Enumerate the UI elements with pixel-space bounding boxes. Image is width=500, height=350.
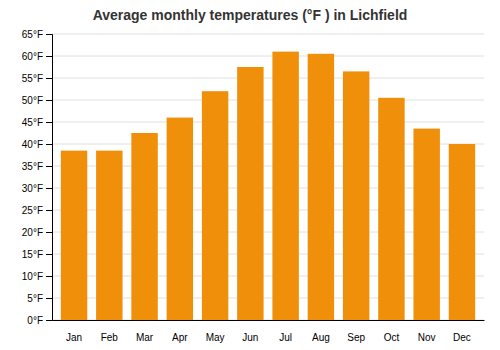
tick-label: Apr xyxy=(172,332,188,343)
tick-label: 0°F xyxy=(27,315,43,326)
tick: 45°F xyxy=(22,117,52,128)
tick: Jul xyxy=(279,332,292,343)
x-axis: Jan Feb Mar Apr May Jun Jul Aug Sep Oct Nov Dec xyxy=(53,321,485,344)
tick: 35°F xyxy=(22,161,52,172)
tick: 65°F xyxy=(22,29,52,40)
plot: 0°F 5°F 10°F 15°F 20°F 25°F 30°F 35°F 40°F 45°F 50… xyxy=(22,29,485,343)
tick-label: 40°F xyxy=(22,139,43,150)
grid-line xyxy=(52,122,484,123)
tick-label: Dec xyxy=(453,332,471,343)
bar xyxy=(449,144,475,320)
tick-mark xyxy=(46,56,52,57)
tick-label: 60°F xyxy=(22,51,43,62)
tick: 30°F xyxy=(22,183,52,194)
tick: Dec xyxy=(453,332,471,343)
grid-line xyxy=(52,34,484,35)
axis-line xyxy=(53,320,485,321)
tick-label: Jan xyxy=(66,332,82,343)
axis-line xyxy=(46,35,53,321)
tick-mark xyxy=(46,166,52,167)
tick: 10°F xyxy=(22,271,52,282)
bar xyxy=(96,151,122,320)
tick-label: 25°F xyxy=(22,205,43,216)
tick: 0°F xyxy=(27,315,52,326)
bar xyxy=(308,54,334,320)
tick-mark xyxy=(46,78,52,79)
tick: 50°F xyxy=(22,95,52,106)
tick-label: 50°F xyxy=(22,95,43,106)
tick-mark xyxy=(46,210,52,211)
tick: Mar xyxy=(136,332,154,343)
tick: 20°F xyxy=(22,227,52,238)
tick-label: 10°F xyxy=(22,271,43,282)
tick: May xyxy=(206,332,225,343)
tick: Jun xyxy=(242,332,258,343)
tick-label: Aug xyxy=(312,332,330,343)
grid-line xyxy=(52,78,484,79)
grid-line xyxy=(52,56,484,57)
chart: Average monthly temperatures (°F ) in Li… xyxy=(0,0,500,350)
tick-mark xyxy=(46,144,52,145)
bar xyxy=(167,118,193,320)
tick: Aug xyxy=(312,332,330,343)
grid-line xyxy=(52,100,484,101)
tick: Apr xyxy=(172,332,188,343)
tick-label: Jul xyxy=(279,332,292,343)
tick: 60°F xyxy=(22,51,52,62)
title: Average monthly temperatures (°F ) in Li… xyxy=(93,7,408,23)
bar xyxy=(202,91,228,320)
tick: Nov xyxy=(418,332,436,343)
tick-label: Feb xyxy=(101,332,119,343)
bar xyxy=(131,133,157,320)
tick-label: 20°F xyxy=(22,227,43,238)
tick-mark xyxy=(46,232,52,233)
tick-mark xyxy=(46,276,52,277)
tick-label: 15°F xyxy=(22,249,43,260)
y-axis: 0°F 5°F 10°F 15°F 20°F 25°F 30°F 35°F 40°F 45°F 50… xyxy=(22,29,53,326)
tick-label: Nov xyxy=(418,332,436,343)
tick-label: Jun xyxy=(242,332,258,343)
tick-label: 55°F xyxy=(22,73,43,84)
tick-label: 5°F xyxy=(27,293,43,304)
tick-label: May xyxy=(206,332,225,343)
tick-mark xyxy=(46,254,52,255)
tick: 40°F xyxy=(22,139,52,150)
tick-label: 45°F xyxy=(22,117,43,128)
tick-label: Sep xyxy=(347,332,365,343)
bars xyxy=(61,52,475,320)
tick: Feb xyxy=(101,332,119,343)
bar xyxy=(378,98,404,320)
tick-label: Oct xyxy=(384,332,400,343)
tick: Oct xyxy=(384,332,400,343)
bar xyxy=(61,151,87,320)
grid xyxy=(52,34,484,320)
bar xyxy=(237,67,263,320)
tick-mark xyxy=(46,188,52,189)
tick: 5°F xyxy=(27,293,52,304)
tick: 15°F xyxy=(22,249,52,260)
tick: Jan xyxy=(66,332,82,343)
tick-label: 35°F xyxy=(22,161,43,172)
tick-mark xyxy=(46,298,52,299)
tick: 55°F xyxy=(22,73,52,84)
tick-mark xyxy=(46,34,52,35)
tick-mark xyxy=(46,320,52,321)
tick: Sep xyxy=(347,332,365,343)
tick-label: 65°F xyxy=(22,29,43,40)
tick-mark xyxy=(46,100,52,101)
bar xyxy=(272,52,298,320)
tick-label: 30°F xyxy=(22,183,43,194)
tick-label: Mar xyxy=(136,332,154,343)
tick-mark xyxy=(46,122,52,123)
bar xyxy=(413,129,439,320)
bar xyxy=(343,71,369,320)
tick: 25°F xyxy=(22,205,52,216)
